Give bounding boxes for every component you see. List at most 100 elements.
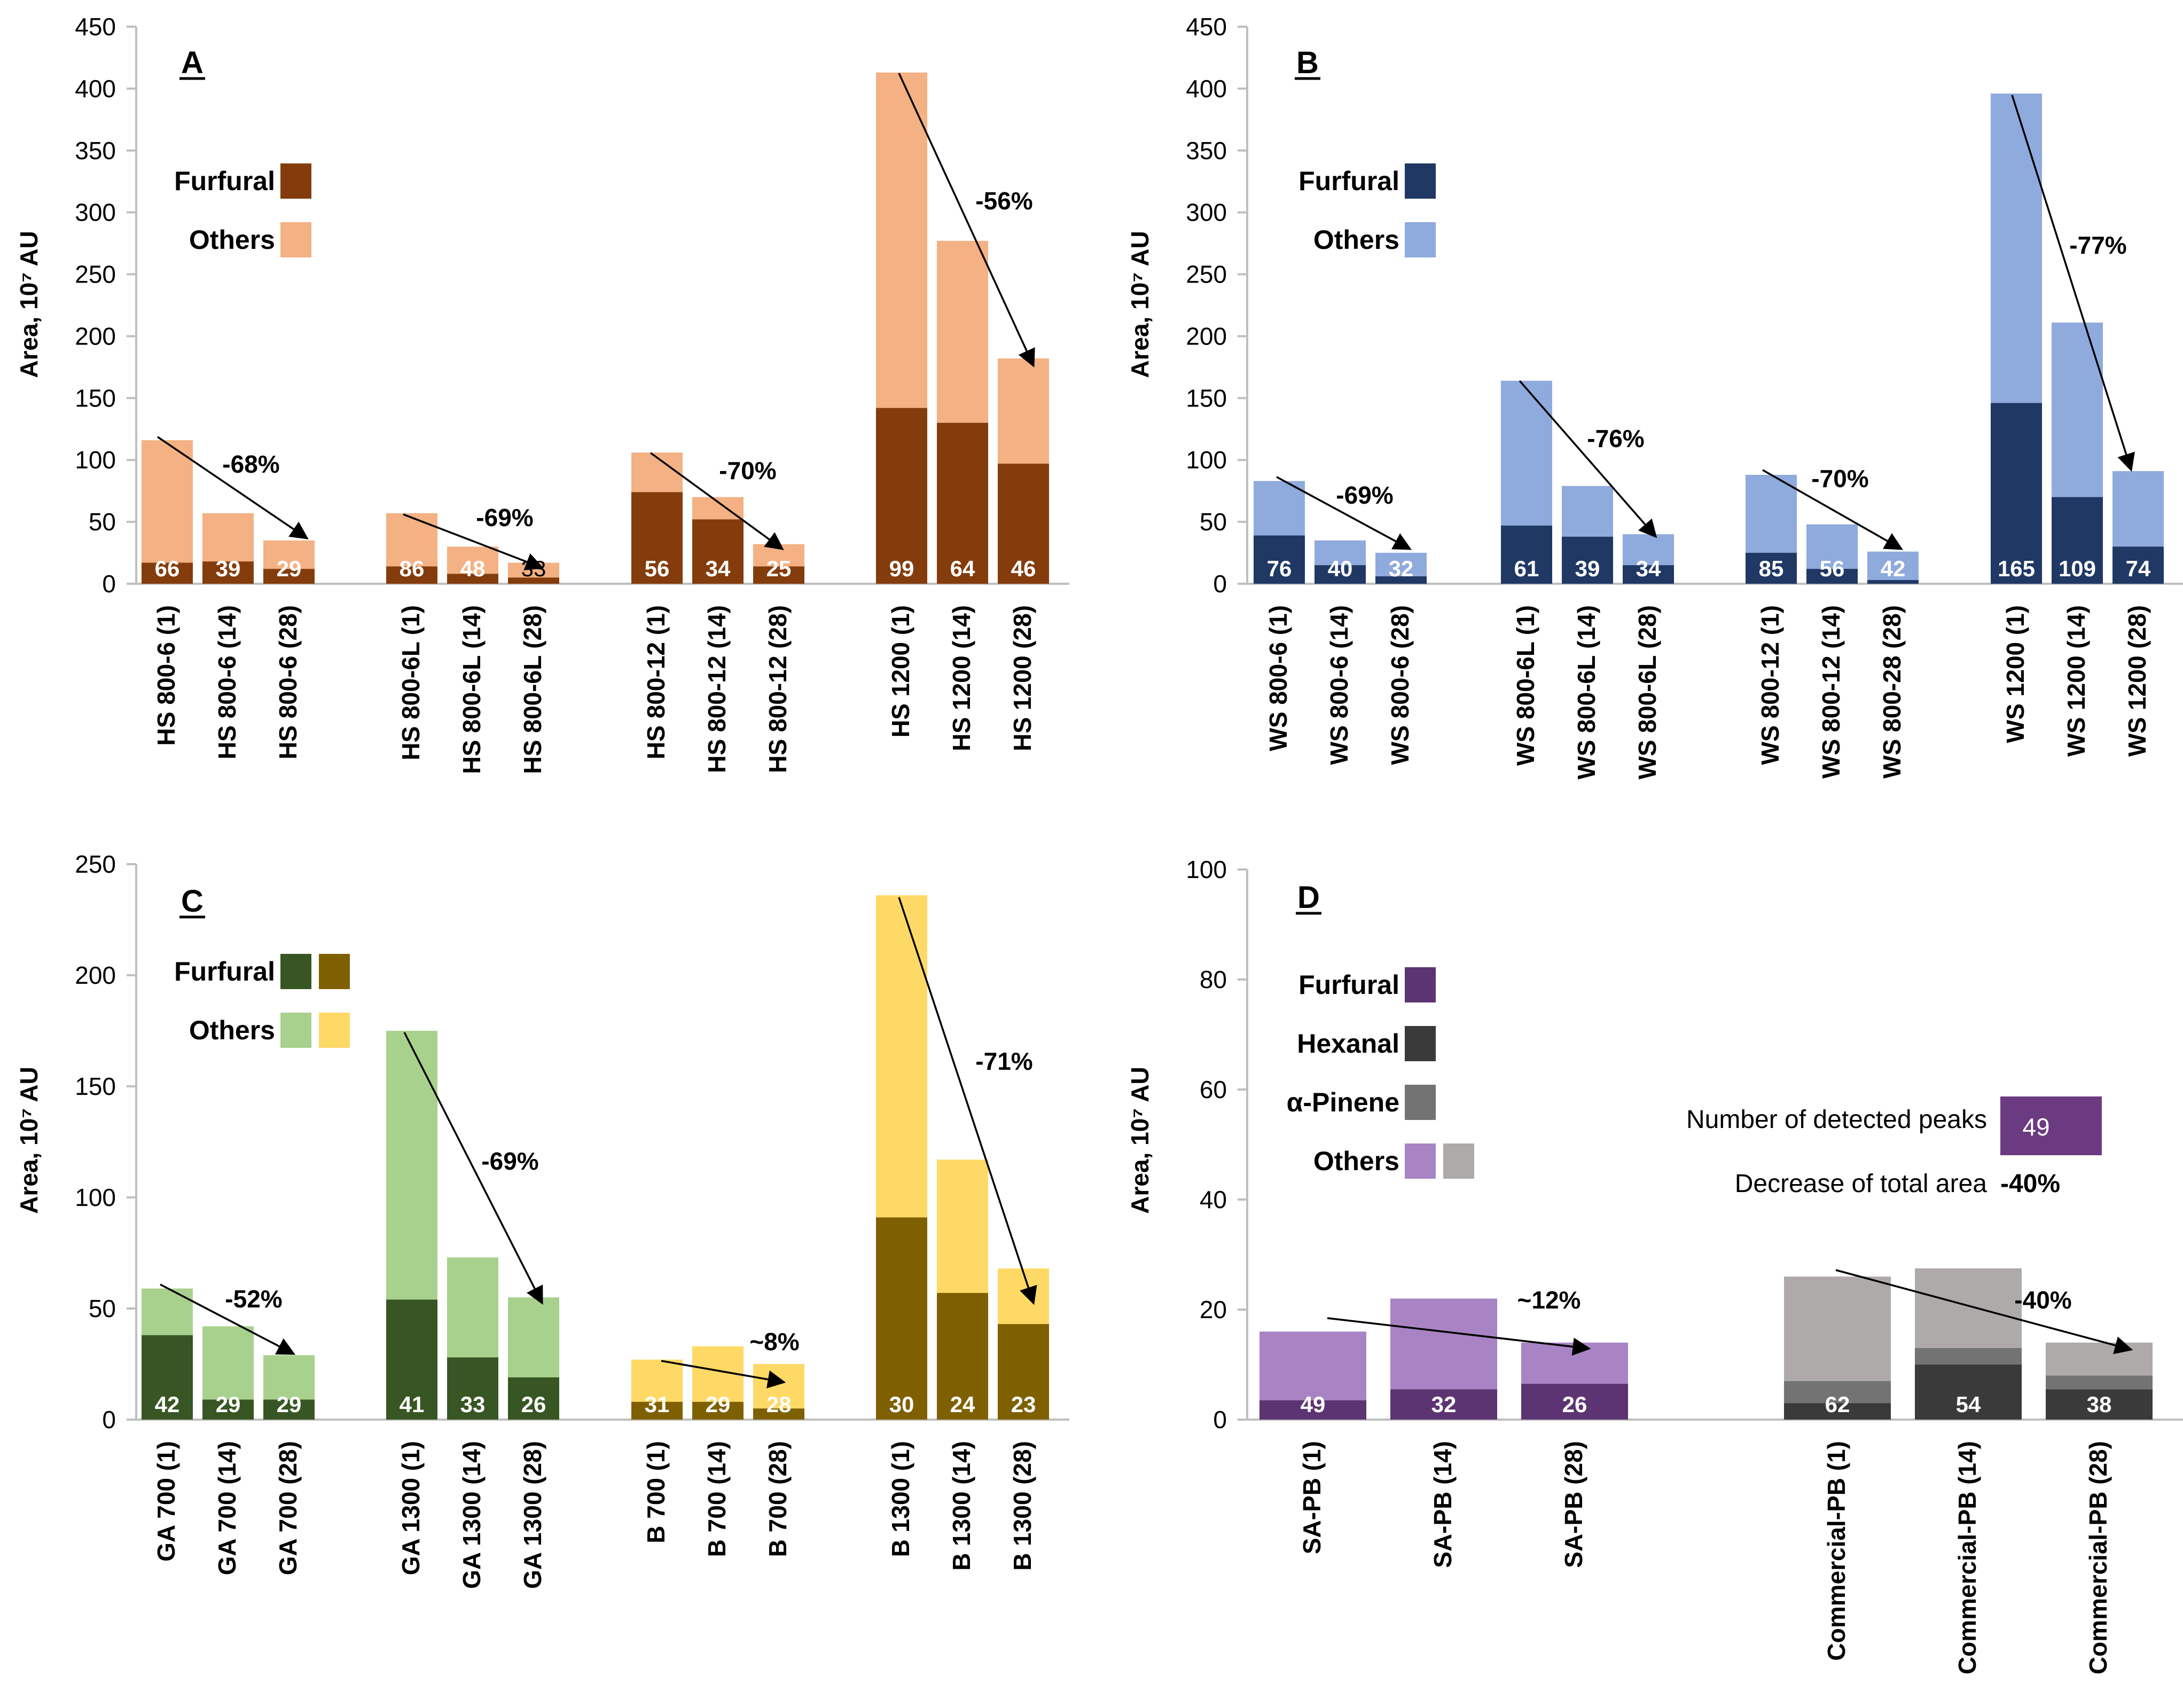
bar-group: 42 GA 700 (1) 29 GA 700 (14) 29 GA 700 (28) -5… bbox=[142, 1283, 315, 1575]
bar-peaks-label: 85 bbox=[1759, 556, 1784, 581]
bar-group: 99 HS 1200 (1) 64 HS 1200 (14) 46 HS 1200 (28… bbox=[876, 72, 1049, 751]
bar-peaks-label: 49 bbox=[1301, 1392, 1326, 1417]
bar-furfural bbox=[202, 1399, 254, 1420]
bar-furfural bbox=[447, 574, 498, 584]
bar-pinene bbox=[2046, 1375, 2153, 1390]
y-tick-label: 400 bbox=[1186, 75, 1227, 103]
trend-arrow bbox=[898, 73, 1035, 368]
bar-group: 85 WS 800-12 (1) 56 WS 800-12 (14) 42 WS 800-… bbox=[1746, 465, 1919, 779]
bar-group: 41 GA 1300 (1) 33 GA 1300 (14) 26 GA 1300 (28… bbox=[386, 1031, 559, 1589]
category-label: HS 800-6 (14) bbox=[213, 605, 241, 759]
y-tick-label: 350 bbox=[75, 137, 116, 164]
y-tick-label: 200 bbox=[1186, 322, 1227, 350]
category-label: B 700 (28) bbox=[764, 1441, 792, 1557]
bar-furfural bbox=[1806, 569, 1858, 584]
category-label: B 1300 (28) bbox=[1008, 1441, 1036, 1571]
legend-label: Others bbox=[1313, 225, 1399, 255]
change-percent-label: -40% bbox=[2014, 1286, 2071, 1314]
bar-peaks-label: 48 bbox=[460, 556, 486, 581]
y-tick-label: 200 bbox=[75, 961, 116, 989]
bar-group: 86 HS 800-6L (1) 48 HS 800-6L (14) 33 HS 800-… bbox=[386, 504, 559, 774]
category-label: Commercial-PB (1) bbox=[1822, 1441, 1850, 1661]
bar-peaks-label: 23 bbox=[1011, 1392, 1036, 1417]
bar-furfural bbox=[1390, 1389, 1497, 1420]
bar-peaks-label: 30 bbox=[889, 1392, 914, 1417]
bar-others bbox=[1867, 551, 1919, 584]
category-label: WS 800-6 (28) bbox=[1386, 605, 1414, 765]
category-label: GA 700 (1) bbox=[152, 1441, 180, 1562]
bar-peaks-label: 28 bbox=[766, 1392, 792, 1417]
bar-furfural bbox=[1315, 565, 1366, 584]
category-label: HS 1200 (1) bbox=[887, 605, 914, 738]
bar-peaks-label: 39 bbox=[216, 556, 241, 581]
trend-arrow bbox=[650, 452, 784, 551]
change-percent-label: ~12% bbox=[1517, 1286, 1581, 1314]
legend-swatch bbox=[319, 954, 350, 989]
annotation-peaks-label: Number of detected peaks bbox=[1686, 1106, 1987, 1134]
bar-peaks-label: 56 bbox=[645, 556, 670, 581]
y-tick-label: 100 bbox=[1186, 446, 1227, 474]
trend-arrow bbox=[1327, 1317, 1591, 1356]
legend-swatch bbox=[1443, 1143, 1474, 1179]
change-percent-label: -76% bbox=[1587, 425, 1644, 452]
legend-swatch bbox=[280, 222, 311, 257]
legend-swatch bbox=[1405, 163, 1436, 199]
y-tick-label: 80 bbox=[1200, 966, 1227, 993]
y-axis-label: Area, 10⁷ AU bbox=[1126, 1067, 1154, 1214]
y-tick-label: 150 bbox=[75, 384, 116, 412]
bar-furfural bbox=[2052, 497, 2103, 584]
bar-group: 56 HS 800-12 (1) 34 HS 800-12 (14) 25 HS 800-… bbox=[631, 452, 804, 773]
y-tick-label: 400 bbox=[75, 75, 116, 103]
bar-furfural bbox=[998, 1324, 1049, 1420]
y-tick-label: 20 bbox=[1200, 1296, 1227, 1323]
legend-swatch bbox=[1405, 967, 1436, 1002]
bar-others bbox=[142, 440, 193, 584]
change-percent-label: -71% bbox=[975, 1047, 1032, 1075]
category-label: SA-PB (1) bbox=[1298, 1441, 1326, 1554]
legend-swatch bbox=[1405, 1085, 1436, 1120]
trend-arrow bbox=[2011, 95, 2135, 472]
y-tick-label: 50 bbox=[89, 1295, 116, 1322]
annotation-peaks-box bbox=[2000, 1096, 2102, 1155]
bar-peaks-label: 32 bbox=[1389, 556, 1414, 581]
y-tick-label: 50 bbox=[89, 508, 116, 536]
bar-peaks-label: 29 bbox=[706, 1392, 731, 1417]
bar-group: 31 B 700 (1) 29 B 700 (14) 28 B 700 (28) ~8% bbox=[631, 1328, 804, 1557]
bar-furfural bbox=[1375, 576, 1427, 584]
bar-furfural bbox=[1562, 536, 1613, 584]
bar-group: 76 WS 800-6 (1) 40 WS 800-6 (14) 32 WS 800-6 … bbox=[1254, 476, 1427, 765]
legend-label: Hexanal bbox=[1297, 1029, 1399, 1059]
y-axis-label: Area, 10⁷ AU bbox=[15, 1067, 43, 1214]
y-tick-label: 300 bbox=[1186, 199, 1227, 226]
y-tick-label: 450 bbox=[1186, 13, 1227, 41]
y-tick-label: 150 bbox=[1186, 384, 1227, 412]
change-percent-label: ~8% bbox=[749, 1328, 799, 1356]
category-label: SA-PB (28) bbox=[1560, 1441, 1587, 1568]
y-tick-label: 250 bbox=[75, 261, 116, 288]
panel-label: A bbox=[181, 45, 204, 80]
category-label: HS 800-6L (1) bbox=[397, 605, 425, 761]
category-label: WS 800-6 (14) bbox=[1325, 605, 1353, 765]
bar-furfural bbox=[447, 1357, 498, 1420]
bar-furfural bbox=[1259, 1400, 1366, 1420]
bar-furfural bbox=[998, 464, 1049, 584]
legend-swatch bbox=[280, 954, 311, 989]
y-tick-label: 100 bbox=[1186, 856, 1227, 883]
bar-peaks-label: 99 bbox=[889, 556, 914, 581]
bar-furfural bbox=[202, 561, 254, 584]
bar-furfural bbox=[1254, 535, 1305, 584]
y-tick-label: 250 bbox=[75, 850, 116, 878]
bar-peaks-label: 38 bbox=[2087, 1392, 2112, 1417]
category-label: SA-PB (14) bbox=[1429, 1441, 1457, 1568]
annotation-decrease-value: -40% bbox=[2000, 1170, 2060, 1198]
bar-peaks-label: 34 bbox=[706, 556, 731, 581]
category-label: B 700 (14) bbox=[703, 1441, 731, 1557]
bar-peaks-label: 33 bbox=[521, 556, 546, 581]
annotation-decrease-label: Decrease of total area bbox=[1735, 1170, 1988, 1198]
category-label: HS 800-6 (28) bbox=[274, 605, 302, 759]
category-label: HS 1200 (14) bbox=[948, 605, 975, 751]
category-label: GA 700 (28) bbox=[274, 1441, 302, 1575]
change-percent-label: -52% bbox=[225, 1285, 282, 1313]
category-label: GA 1300 (14) bbox=[458, 1441, 486, 1589]
